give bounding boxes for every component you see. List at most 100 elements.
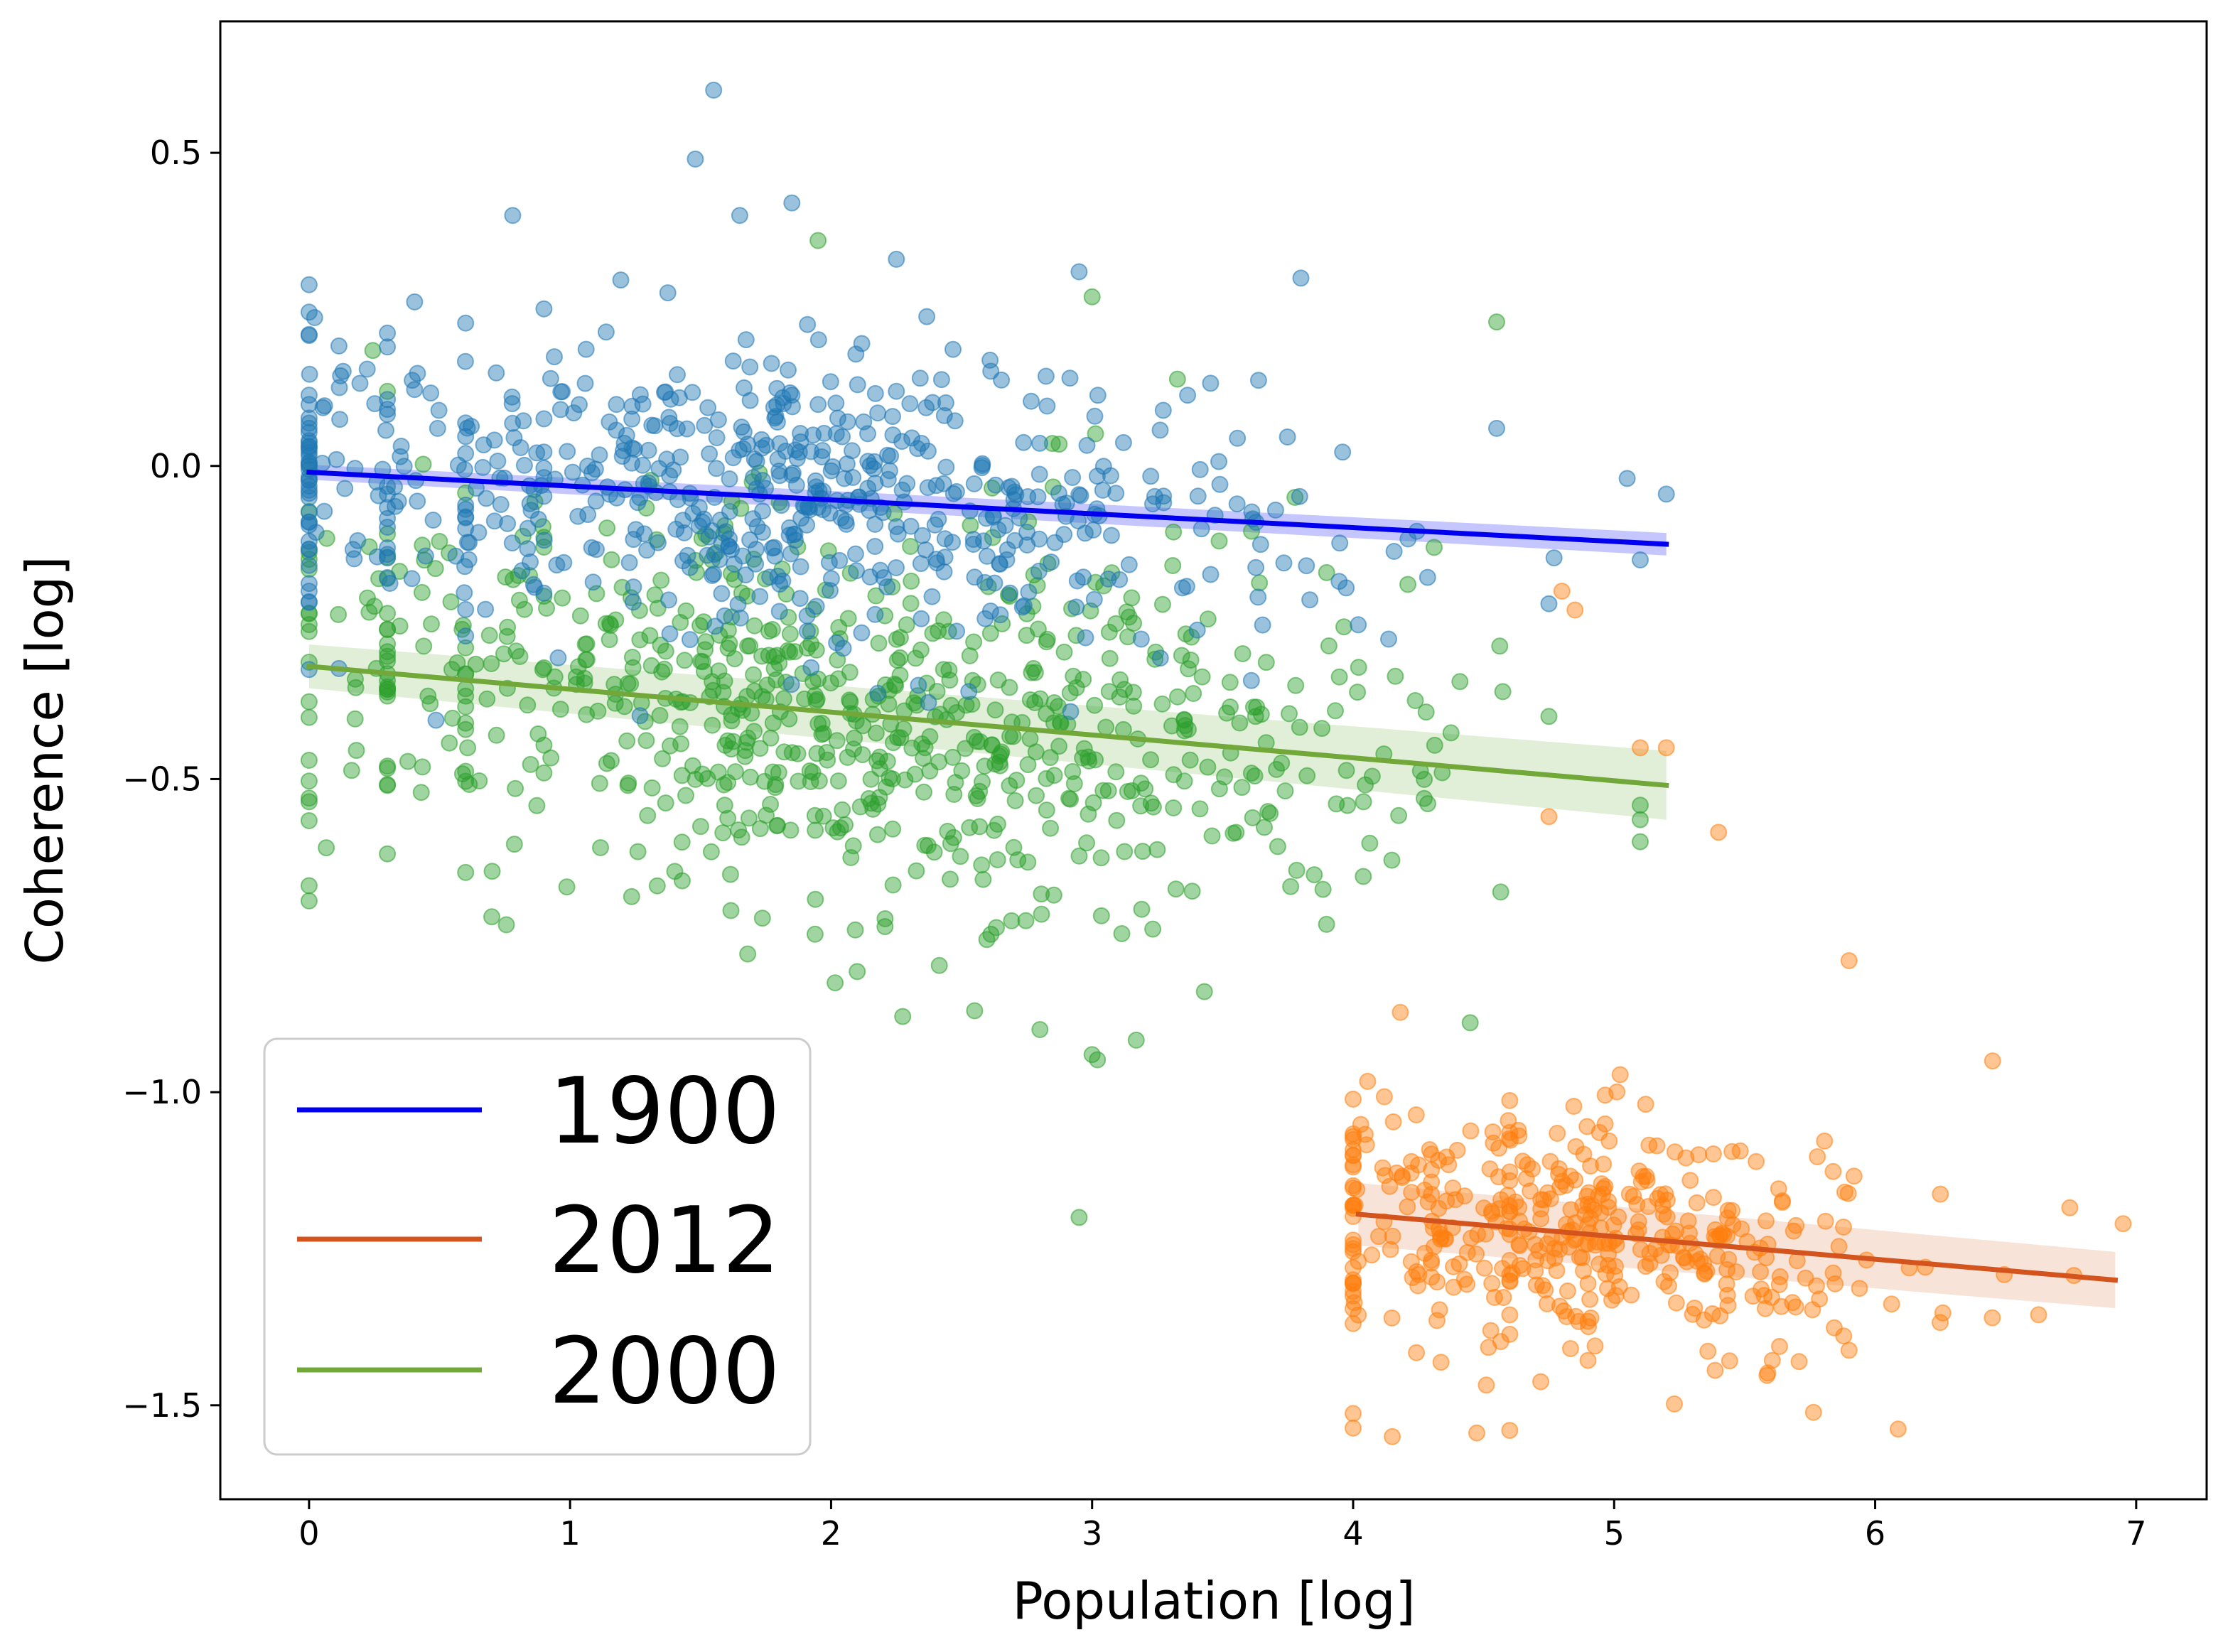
data-point-1900 xyxy=(798,622,816,640)
data-point-2000 xyxy=(1087,425,1104,443)
data-point-1900 xyxy=(754,502,772,520)
data-point-2012 xyxy=(1579,1351,1597,1369)
y-axis-ticks: 0.5 0.0 −0.5 −1.0 −1.5 xyxy=(122,134,220,1425)
data-point-2000 xyxy=(379,845,397,863)
data-point-2012 xyxy=(1345,1197,1362,1214)
data-point-1900 xyxy=(300,575,318,593)
data-point-2012 xyxy=(1549,1125,1566,1142)
data-point-1900 xyxy=(300,387,318,404)
data-point-2000 xyxy=(661,737,679,755)
data-point-1900 xyxy=(336,480,354,497)
data-point-1900 xyxy=(300,419,318,437)
data-point-2000 xyxy=(769,816,787,834)
data-point-1900 xyxy=(705,566,723,583)
data-point-1900 xyxy=(504,414,522,432)
data-point-2000 xyxy=(598,755,615,772)
data-point-1900 xyxy=(770,463,788,480)
data-point-2012 xyxy=(1744,1287,1762,1305)
data-point-2012 xyxy=(1532,1210,1550,1228)
data-point-1900 xyxy=(784,464,802,482)
data-point-2000 xyxy=(1199,758,1217,776)
data-point-1900 xyxy=(731,609,749,627)
data-point-2000 xyxy=(639,806,657,824)
data-point-2000 xyxy=(746,617,763,635)
data-point-1900 xyxy=(474,458,492,476)
data-point-2000 xyxy=(789,745,807,762)
data-point-2000 xyxy=(457,484,475,502)
data-point-2012 xyxy=(1836,1183,1853,1201)
data-point-1900 xyxy=(457,519,475,537)
data-point-2000 xyxy=(535,539,553,556)
data-point-2000 xyxy=(1045,767,1063,784)
data-point-2012 xyxy=(1458,1275,1476,1293)
data-point-1900 xyxy=(1078,436,1096,454)
data-point-2000 xyxy=(1281,705,1298,723)
data-point-1900 xyxy=(770,603,788,620)
data-point-2000 xyxy=(1632,811,1649,828)
data-point-2012 xyxy=(1771,1268,1789,1285)
data-point-1900 xyxy=(379,539,397,556)
data-point-2000 xyxy=(849,963,866,981)
data-point-2000 xyxy=(1288,861,1306,879)
data-point-2012 xyxy=(1369,1228,1387,1246)
data-point-2000 xyxy=(498,627,516,645)
data-point-1900 xyxy=(584,573,602,591)
data-point-2000 xyxy=(982,925,1000,943)
data-point-2000 xyxy=(1028,787,1045,804)
data-point-2012 xyxy=(1649,1189,1667,1207)
data-point-2000 xyxy=(702,843,720,860)
data-point-2000 xyxy=(643,779,661,797)
data-point-2000 xyxy=(1199,610,1217,628)
data-point-1900 xyxy=(457,496,475,514)
data-point-2000 xyxy=(1417,703,1435,721)
data-point-2000 xyxy=(423,615,440,633)
points-2000 xyxy=(300,232,1649,1226)
data-point-2000 xyxy=(300,622,318,640)
data-point-2012 xyxy=(1431,1301,1448,1319)
data-point-2000 xyxy=(884,876,902,894)
data-point-1900 xyxy=(1089,387,1107,404)
data-point-2012 xyxy=(1883,1295,1900,1313)
data-point-1900 xyxy=(457,428,475,446)
data-point-2012 xyxy=(1514,1152,1532,1170)
data-point-2000 xyxy=(1210,532,1228,550)
data-point-1900 xyxy=(564,463,581,481)
data-point-2012 xyxy=(1704,1145,1722,1162)
data-point-1900 xyxy=(300,593,318,611)
data-point-2000 xyxy=(1416,770,1433,788)
data-point-2012 xyxy=(1538,1295,1556,1312)
data-point-1900 xyxy=(551,401,569,419)
data-point-1900 xyxy=(947,482,965,500)
data-point-2000 xyxy=(862,794,880,812)
data-point-2000 xyxy=(519,696,537,714)
data-point-2000 xyxy=(807,890,824,908)
data-point-2000 xyxy=(391,617,409,635)
legend-label-2012: 2012 xyxy=(549,1188,780,1294)
data-point-2000 xyxy=(359,589,376,607)
data-point-1900 xyxy=(935,406,953,424)
data-point-1900 xyxy=(1291,487,1308,505)
data-point-1900 xyxy=(1102,527,1120,544)
data-point-2000 xyxy=(1632,833,1649,851)
data-point-2000 xyxy=(969,790,986,807)
data-point-2012 xyxy=(1763,1351,1781,1369)
data-point-2012 xyxy=(1383,1309,1401,1327)
data-point-1900 xyxy=(981,351,999,369)
data-point-1900 xyxy=(1111,571,1129,588)
data-point-1900 xyxy=(1038,397,1056,415)
legend-label-2000: 2000 xyxy=(549,1319,780,1425)
data-point-2000 xyxy=(908,862,925,880)
data-point-1900 xyxy=(975,532,992,550)
data-point-1900 xyxy=(741,358,759,376)
x-tick-label: 6 xyxy=(1865,1514,1885,1553)
data-point-1900 xyxy=(784,398,801,416)
data-point-2000 xyxy=(691,818,709,836)
data-point-2000 xyxy=(1018,627,1035,644)
data-point-1900 xyxy=(687,150,704,168)
data-point-2000 xyxy=(814,725,832,743)
data-point-1900 xyxy=(1350,616,1367,634)
data-point-1900 xyxy=(300,556,318,574)
data-point-2000 xyxy=(1349,684,1367,701)
data-point-1900 xyxy=(634,395,652,413)
data-point-2000 xyxy=(985,821,1003,839)
